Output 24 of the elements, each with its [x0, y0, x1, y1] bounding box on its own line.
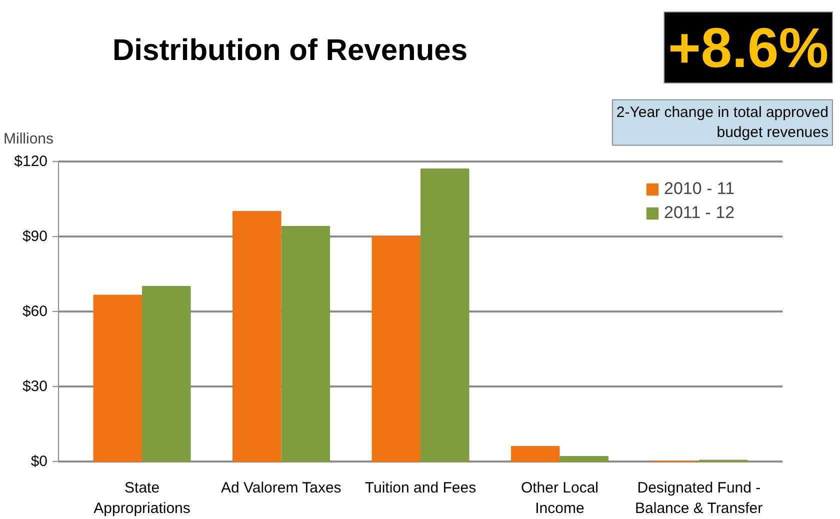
bar	[232, 211, 282, 462]
y-tick-label: $60	[22, 303, 48, 320]
bar	[142, 286, 191, 462]
y-tick-label: $30	[22, 378, 48, 395]
bar	[510, 446, 560, 462]
bar	[93, 294, 142, 462]
x-tick-label: State Appropriations	[94, 480, 190, 517]
y-tick-label: $90	[22, 228, 48, 245]
bar	[372, 236, 421, 462]
chart-title: Distribution of Revenues	[112, 34, 468, 67]
legend-label: 2011 - 12	[664, 203, 735, 223]
bar	[560, 456, 608, 462]
x-tick-label: Ad Valorem Taxes	[220, 480, 342, 496]
y-tick-label: $120	[14, 153, 48, 170]
x-tick-label: Tuition and Fees	[364, 480, 476, 496]
bar	[420, 168, 470, 462]
text: +8.6%	[668, 16, 828, 79]
y-axis-title: Millions	[4, 130, 54, 148]
x-tick-label: Other Local Income	[520, 480, 599, 517]
y-tick-label: $0	[30, 453, 48, 470]
legend-label: 2010 - 11	[664, 179, 735, 199]
x-tick-label: Designated Fund - Balance & Transfer	[635, 480, 763, 517]
text: 2-Year change in total approved budget revenues	[616, 104, 828, 142]
bar	[281, 226, 330, 462]
